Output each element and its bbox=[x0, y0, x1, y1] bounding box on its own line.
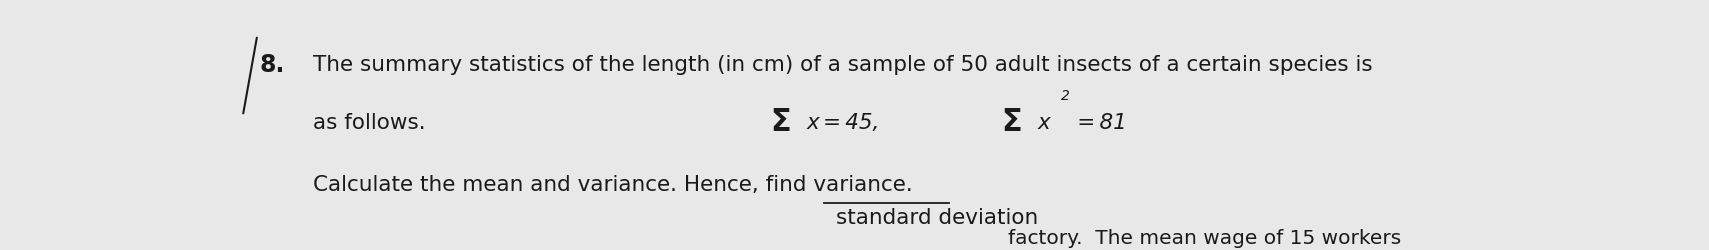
Text: x: x bbox=[1037, 112, 1051, 132]
Text: standard deviation: standard deviation bbox=[836, 207, 1039, 227]
Text: Σ: Σ bbox=[769, 108, 791, 137]
Text: = 81: = 81 bbox=[1073, 112, 1126, 132]
Text: 8.: 8. bbox=[260, 53, 285, 76]
Text: x = 45,: x = 45, bbox=[807, 112, 880, 132]
Text: factory.  The mean wage of 15 workers: factory. The mean wage of 15 workers bbox=[1008, 228, 1401, 247]
Text: as follows.: as follows. bbox=[313, 112, 426, 132]
Text: 2: 2 bbox=[1061, 88, 1070, 102]
Text: Calculate the mean and variance. Hence, find variance.: Calculate the mean and variance. Hence, … bbox=[313, 174, 913, 194]
Text: Σ: Σ bbox=[1001, 108, 1022, 137]
Text: The summary statistics of the length (in cm) of a sample of 50 adult insects of : The summary statistics of the length (in… bbox=[313, 55, 1372, 74]
